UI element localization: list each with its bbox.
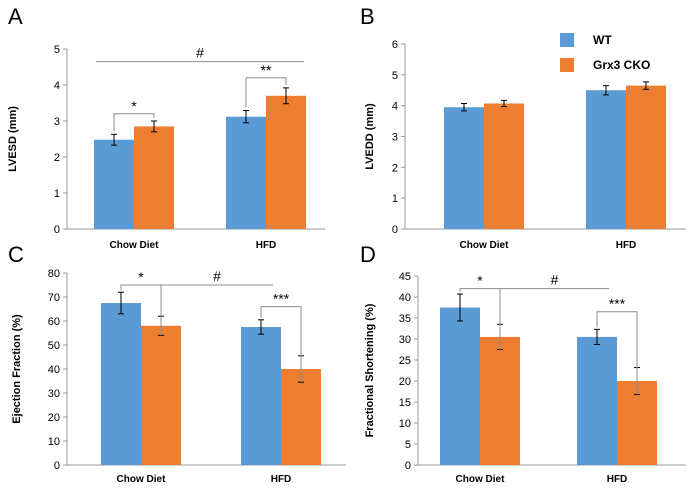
- panel-c-y-tick-label: 80: [48, 268, 60, 280]
- panel-c-y-tick-label: 70: [48, 292, 60, 304]
- panel-b-y-tick-label: 4: [392, 101, 398, 113]
- panel-d-category-label: HFD: [607, 474, 628, 485]
- panel-a-y-tick-label: 0: [54, 224, 60, 236]
- panel-d-y-tick-label: 15: [399, 397, 411, 409]
- panel-c-significance-label: *: [138, 269, 144, 285]
- panel-d-y-tick-label: 20: [399, 376, 411, 388]
- panel-a-y-tick-label: 4: [54, 80, 60, 92]
- panel-b-y-tick-label: 3: [392, 132, 398, 144]
- panel-d-category-label: Chow Diet: [456, 474, 506, 485]
- panel-c-bar-cko: [281, 369, 321, 465]
- legend-label-wt: WT: [593, 33, 612, 47]
- panel-d-letter: D: [360, 242, 376, 267]
- panel-c-y-tick-label: 20: [48, 412, 60, 424]
- panel-c-chart: C 0 10 20 30 40 50 60 70 80 Ejection Fraction (%)…: [8, 242, 346, 485]
- panel-d-hash-label: #: [551, 272, 559, 288]
- panel-c-y-tick-label: 40: [48, 364, 60, 376]
- panel-d-significance-bracket: [596, 311, 638, 395]
- panel-a-bar-cko: [266, 95, 306, 229]
- panel-b-category-label: HFD: [616, 240, 637, 251]
- panel-b-y-tick-label: 2: [392, 162, 398, 174]
- panel-c-significance-label: ***: [273, 291, 290, 307]
- legend-swatch-cko: [560, 58, 574, 72]
- panel-b-chart: B 0 1 2 3 4 5 6 LVEDD (mm) Chow Diet HFD: [360, 4, 686, 251]
- panel-d-y-tick-label: 40: [399, 292, 411, 304]
- panel-c-significance-bracket: [260, 306, 302, 383]
- panel-a-y-tick-label: 5: [54, 44, 60, 56]
- panel-c-bar-cko: [141, 325, 181, 465]
- panel-c-bar-wt: [101, 303, 141, 465]
- panel-b-bar-wt: [444, 107, 484, 229]
- panel-a-significance-label: *: [131, 98, 137, 114]
- panel-d-bar-cko: [617, 381, 657, 465]
- panel-c-y-axis-label: Ejection Fraction (%): [11, 314, 23, 424]
- panel-a-category-label: Chow Diet: [110, 240, 160, 251]
- panel-d-y-tick-label: 30: [399, 334, 411, 346]
- panel-a-letter: A: [8, 4, 23, 29]
- panel-b-category-label: Chow Diet: [460, 240, 510, 251]
- panel-a-y-tick-label: 3: [54, 116, 60, 128]
- panel-b-y-tick-label: 0: [392, 224, 398, 236]
- panel-a-significance-bracket: [245, 77, 287, 108]
- legend-label-cko: Grx3 CKO: [593, 58, 650, 72]
- panel-c-y-tick-label: 50: [48, 340, 60, 352]
- panel-d-y-tick-label: 0: [405, 460, 411, 472]
- panel-d-chart: D 0 5 10 15 20 25 30 35 40 45 Fractional Shortenin…: [360, 242, 686, 485]
- panel-d-y-tick-label: 10: [399, 418, 411, 430]
- panel-b-letter: B: [360, 4, 375, 29]
- panel-c-y-tick-label: 60: [48, 316, 60, 328]
- panel-b-y-tick-label: 6: [392, 39, 398, 51]
- panel-d-significance-bracket: [459, 288, 501, 350]
- panel-d-bar-wt: [440, 307, 480, 465]
- panel-d-significance-label: *: [477, 273, 483, 289]
- panel-a-y-axis-label: LVESD (mm): [7, 106, 19, 172]
- panel-a-bar-wt: [94, 139, 134, 229]
- panel-c-y-tick-label: 10: [48, 436, 60, 448]
- panel-a-bar-wt: [226, 116, 266, 229]
- panel-c-hash-label: #: [213, 268, 221, 284]
- panel-b-y-axis-label: LVEDD (mm): [364, 103, 376, 170]
- panel-a-hash-label: #: [196, 45, 204, 61]
- panel-d-y-tick-label: 35: [399, 313, 411, 325]
- panel-a-category-label: HFD: [256, 240, 277, 251]
- panel-c-y-tick-label: 30: [48, 388, 60, 400]
- panel-d-y-tick-label: 5: [405, 439, 411, 451]
- panel-b-y-tick-label: 5: [392, 70, 398, 82]
- panel-a-y-tick-label: 1: [54, 188, 60, 200]
- panel-a-bar-cko: [134, 126, 174, 229]
- panel-c-y-tick-label: 0: [54, 460, 60, 472]
- panel-a-significance-label: **: [261, 62, 272, 78]
- panel-b-bar-cko: [484, 103, 524, 229]
- panel-a-y-tick-label: 2: [54, 152, 60, 164]
- panel-c-category-label: HFD: [271, 474, 292, 485]
- legend-swatch-wt: [560, 33, 574, 47]
- panel-d-y-tick-label: 45: [399, 271, 411, 283]
- panel-c-letter: C: [8, 242, 24, 267]
- panel-d-bar-cko: [480, 336, 520, 465]
- panel-a-significance-bracket: [113, 113, 155, 132]
- panel-d-y-tick-label: 25: [399, 355, 411, 367]
- panel-b-bar-wt: [586, 90, 626, 229]
- panel-d-significance-label: ***: [609, 296, 626, 312]
- panel-c-category-label: Chow Diet: [117, 474, 167, 485]
- panel-c-significance-bracket: [120, 284, 162, 336]
- panel-c-bar-wt: [241, 327, 281, 465]
- panel-d-y-axis-label: Fractional Shortening (%): [364, 303, 376, 437]
- panel-d-bar-wt: [577, 336, 617, 465]
- panel-b-bar-cko: [626, 85, 666, 229]
- panel-b-y-tick-label: 1: [392, 193, 398, 205]
- legend: WT Grx3 CKO: [560, 33, 650, 72]
